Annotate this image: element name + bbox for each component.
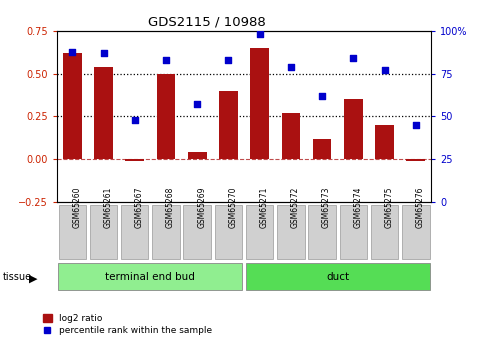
Text: ▶: ▶	[29, 274, 37, 284]
Point	[412, 122, 420, 128]
Bar	[152, 205, 180, 259]
Bar	[121, 205, 148, 259]
Bar	[188, 152, 207, 159]
Bar	[250, 48, 269, 159]
Text: GSM65273: GSM65273	[322, 186, 331, 228]
Bar	[59, 205, 86, 259]
Bar	[375, 125, 394, 159]
Bar	[402, 205, 429, 259]
Text: GSM65276: GSM65276	[416, 186, 425, 228]
Text: GSM65267: GSM65267	[135, 186, 144, 228]
Point	[381, 68, 388, 73]
Bar	[125, 159, 144, 161]
Text: terminal end bud: terminal end bud	[106, 272, 195, 282]
Bar	[344, 99, 363, 159]
Text: GSM65274: GSM65274	[353, 186, 362, 228]
Point	[287, 64, 295, 70]
Bar	[371, 205, 398, 259]
Text: GSM65268: GSM65268	[166, 186, 175, 228]
Bar	[219, 91, 238, 159]
Point	[256, 32, 264, 37]
Point	[69, 49, 76, 54]
Text: GSM65261: GSM65261	[104, 186, 112, 228]
Point	[131, 117, 139, 122]
Bar	[340, 205, 367, 259]
Point	[100, 50, 107, 56]
Bar	[308, 205, 336, 259]
Text: GSM65260: GSM65260	[72, 186, 81, 228]
Text: GSM65271: GSM65271	[260, 186, 269, 228]
Text: GSM65269: GSM65269	[197, 186, 206, 228]
Bar	[58, 263, 243, 290]
Bar	[313, 139, 331, 159]
Text: GSM65272: GSM65272	[291, 186, 300, 228]
Legend: log2 ratio, percentile rank within the sample: log2 ratio, percentile rank within the s…	[39, 310, 215, 339]
Point	[350, 56, 357, 61]
Bar	[183, 205, 211, 259]
Bar	[157, 74, 176, 159]
Point	[318, 93, 326, 99]
Bar	[63, 53, 82, 159]
Bar	[94, 67, 113, 159]
Bar	[277, 205, 305, 259]
Text: GDS2115 / 10988: GDS2115 / 10988	[148, 16, 266, 29]
Point	[162, 57, 170, 63]
Text: duct: duct	[326, 272, 349, 282]
Bar	[246, 205, 274, 259]
Text: GSM65275: GSM65275	[385, 186, 393, 228]
Bar	[214, 205, 242, 259]
Bar	[246, 263, 430, 290]
Bar	[90, 205, 117, 259]
Text: GSM65270: GSM65270	[228, 186, 238, 228]
Bar	[282, 113, 300, 159]
Point	[193, 102, 201, 107]
Text: tissue: tissue	[2, 272, 32, 282]
Point	[224, 57, 232, 63]
Bar	[406, 159, 425, 161]
